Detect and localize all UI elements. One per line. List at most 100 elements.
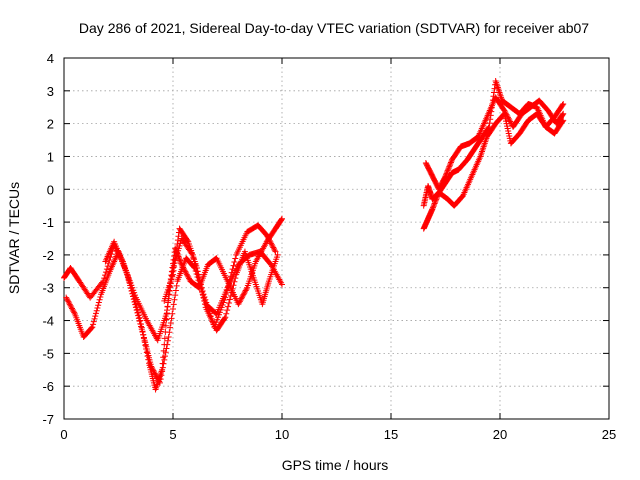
data-point [139,329,146,336]
data-point [89,324,96,331]
data-point [159,368,166,375]
data-point [161,335,168,342]
data-point [225,300,232,307]
data-point [504,114,511,121]
x-tick-label: 25 [602,427,616,442]
data-point [195,271,202,278]
data-point [161,356,168,363]
data-point [429,205,436,212]
data-point [183,269,190,276]
data-point [221,315,228,322]
data-point [431,200,438,207]
data-point [238,295,245,302]
data-point [223,291,230,298]
x-tick-label: 20 [493,427,507,442]
data-point [447,159,454,166]
data-point [429,204,436,211]
data-point [151,370,158,377]
data-point [156,379,163,386]
data-point [165,299,172,306]
data-point [90,321,97,328]
data-series [161,225,281,334]
data-point [241,288,248,295]
data-point [199,288,206,295]
x-axis-title: GPS time / hours [282,457,389,473]
data-point [433,196,440,203]
chart-title: Day 286 of 2021, Sidereal Day-to-day VTE… [79,20,589,36]
data-point [153,373,160,380]
data-point [230,262,237,269]
x-tick-labels: 0 5 10 15 20 25 [60,427,616,442]
data-point [487,116,494,123]
data-point [486,120,493,127]
data-point [140,331,147,338]
data-point [443,170,450,177]
data-point [199,291,206,298]
data-point [164,341,171,348]
y-tick-label: 0 [47,182,54,197]
data-point [134,309,141,316]
data-point [431,201,438,208]
data-point [502,110,509,117]
data-point [164,307,171,314]
y-tick-label: -4 [42,314,54,329]
data-point [446,163,453,170]
data-point [235,301,242,308]
data-point [63,294,70,301]
data-point [228,269,235,276]
data-point [265,234,272,241]
data-point [227,273,234,280]
data-point [173,244,180,251]
y-axis-title: SDTVAR / TECUs [6,182,22,294]
data-point [222,294,229,301]
data-point [173,248,180,255]
data-point [228,289,235,296]
data-point [140,334,147,341]
data-point [268,240,275,247]
data-point [236,299,243,306]
data-point [225,303,232,310]
data-point [170,271,176,278]
data-point [265,236,272,243]
data-point [491,89,498,96]
data-point [444,169,451,176]
data-point [559,102,566,109]
data-point [266,237,273,244]
data-point [163,310,170,317]
data-point [160,360,167,367]
data-point [270,244,277,251]
data-point [95,299,102,306]
x-tick-label: 5 [169,427,176,442]
y-tick-labels: -7 -6 -5 -4 -3 -2 -1 0 1 2 3 4 [42,51,54,427]
data-point [236,298,243,305]
data-point [168,315,175,322]
y-tick-label: -7 [42,412,54,427]
data-point [66,301,73,308]
y-tick-label: -5 [42,346,54,361]
data-point [225,283,232,290]
y-tick-label: -2 [42,248,54,263]
data-point [167,324,174,331]
data-point [185,275,192,282]
y-tick-label: 2 [47,117,54,132]
data-point [68,304,75,311]
data-point [163,345,170,352]
data-point [240,291,247,298]
data-point [560,110,567,117]
data-point [174,237,181,244]
data-point [507,118,514,125]
data-point [268,241,275,248]
data-point [243,286,250,293]
data-point [271,247,278,254]
data-point [148,364,155,371]
data-point [241,290,248,297]
data-point [432,199,439,206]
data-point [503,111,510,118]
data-point [196,274,203,281]
data-point [183,271,190,278]
plot-frame [63,57,610,420]
data-point [231,259,238,266]
data-point [88,324,95,331]
data-point [96,296,103,303]
y-tick-label: 4 [47,51,54,66]
